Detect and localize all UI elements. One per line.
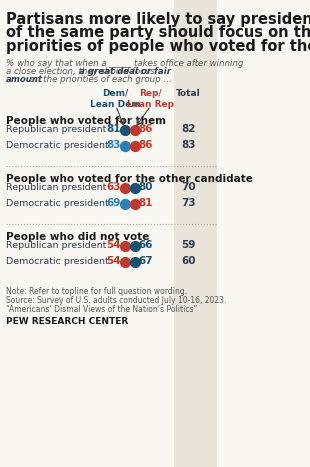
Text: Source: Survey of U.S. adults conducted July 10-16, 2023.: Source: Survey of U.S. adults conducted …	[6, 296, 226, 305]
Point	[122, 200, 127, 207]
Text: priorities of people who voted for them: priorities of people who voted for them	[6, 39, 310, 54]
Text: People who voted for them: People who voted for them	[6, 115, 166, 126]
Point	[122, 126, 127, 133]
Text: 86: 86	[139, 141, 153, 150]
Text: a great deal or fair: a great deal or fair	[79, 67, 171, 76]
Text: 54: 54	[106, 256, 121, 267]
Text: Democratic president: Democratic president	[6, 257, 108, 266]
Text: of the same party should focus on the: of the same party should focus on the	[6, 26, 310, 41]
Text: 83: 83	[106, 141, 121, 150]
Text: Democratic president: Democratic president	[6, 199, 108, 208]
Text: on the priorities of each group …: on the priorities of each group …	[27, 76, 172, 85]
Text: Dem/
Lean Dem: Dem/ Lean Dem	[91, 89, 141, 109]
Text: PEW RESEARCH CENTER: PEW RESEARCH CENTER	[6, 317, 128, 326]
Text: Partisans more likely to say presidents: Partisans more likely to say presidents	[6, 12, 310, 27]
Text: “Americans’ Dismal Views of the Nation’s Politics”: “Americans’ Dismal Views of the Nation’s…	[6, 304, 197, 313]
Text: People who did not vote: People who did not vote	[6, 232, 149, 241]
Text: 69: 69	[106, 198, 121, 208]
Text: 73: 73	[181, 198, 196, 208]
Text: 81: 81	[139, 198, 153, 208]
Text: Democratic president: Democratic president	[6, 141, 108, 150]
Text: 59: 59	[181, 241, 196, 250]
Text: % who say that when a _____ takes office after winning: % who say that when a _____ takes office…	[6, 58, 243, 68]
Text: 81: 81	[106, 125, 121, 134]
Text: 70: 70	[181, 183, 196, 192]
Text: 63: 63	[106, 183, 121, 192]
Point	[132, 126, 137, 133]
Text: Total: Total	[176, 89, 201, 98]
Point	[122, 258, 127, 265]
Point	[132, 258, 137, 265]
Point	[132, 200, 137, 207]
Text: Republican president: Republican president	[6, 125, 106, 134]
Text: 86: 86	[139, 125, 153, 134]
Point	[122, 142, 127, 149]
Point	[132, 142, 137, 149]
Bar	[174, 0, 217, 467]
Text: amount: amount	[6, 76, 43, 85]
Text: 80: 80	[139, 183, 153, 192]
Text: 82: 82	[181, 125, 196, 134]
Text: Note: Refer to topline for full question wording.: Note: Refer to topline for full question…	[6, 288, 187, 297]
Point	[122, 242, 127, 249]
Text: 66: 66	[139, 241, 153, 250]
Point	[132, 184, 137, 191]
Text: 54: 54	[106, 241, 121, 250]
Text: Republican president: Republican president	[6, 241, 106, 250]
Text: Republican president: Republican president	[6, 183, 106, 192]
Text: 67: 67	[139, 256, 153, 267]
Text: 83: 83	[181, 141, 196, 150]
Text: 60: 60	[181, 256, 196, 267]
Point	[122, 184, 127, 191]
Text: People who voted for the other candidate: People who voted for the other candidate	[6, 174, 252, 184]
Text: a close election, they should focus: a close election, they should focus	[6, 67, 157, 76]
Text: Rep/
Lean Rep: Rep/ Lean Rep	[127, 89, 174, 109]
Point	[132, 242, 137, 249]
